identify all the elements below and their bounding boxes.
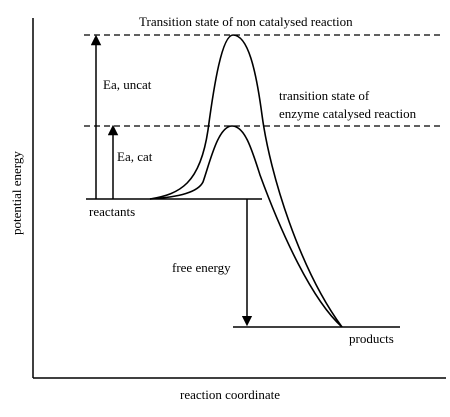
ea-uncat-label: Ea, uncat	[103, 77, 152, 92]
catalysed-curve	[149, 125, 343, 328]
ea-cat-label: Ea, cat	[117, 149, 153, 164]
ts-cat-label-line1: transition state of	[279, 88, 370, 103]
products-label: products	[349, 331, 394, 346]
reactants-label: reactants	[89, 204, 135, 219]
free-energy-label: free energy	[172, 260, 231, 275]
y-axis-label: potential energy	[9, 151, 24, 235]
ts-uncat-label: Transition state of non catalysed reacti…	[139, 14, 353, 29]
x-axis-label: reaction coordinate	[180, 387, 280, 402]
uncatalysed-curve	[149, 34, 343, 328]
ts-cat-label-line2: enzyme catalysed reaction	[279, 106, 417, 121]
